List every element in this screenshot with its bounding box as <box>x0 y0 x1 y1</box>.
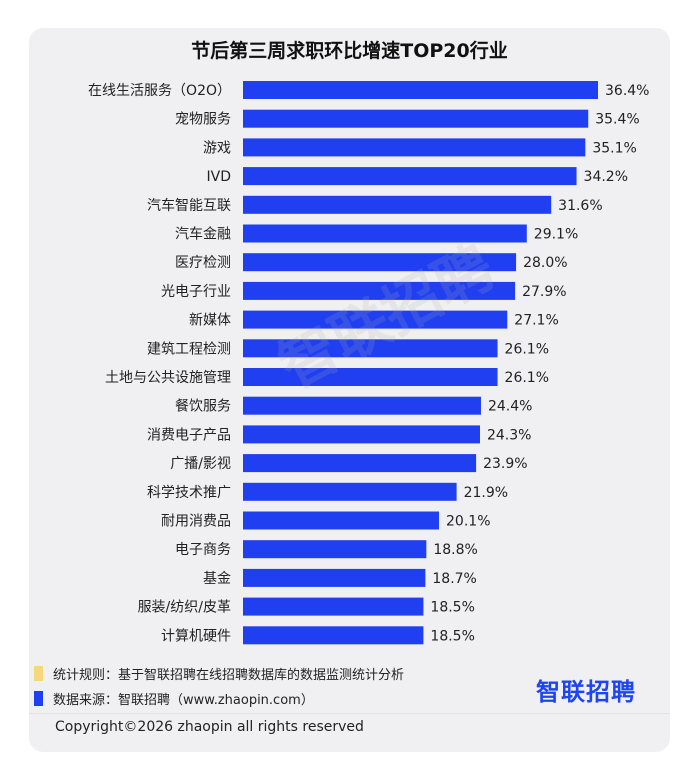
category-label: 新媒体 <box>189 313 231 329</box>
bar <box>243 310 508 329</box>
category-label: 广播/影视 <box>170 456 231 472</box>
category-label: 基金 <box>203 570 231 587</box>
value-label: 27.1% <box>514 313 558 329</box>
copyright-text: Copyright©2026 zhaopin all rights reserv… <box>55 719 364 735</box>
category-label: 土地与公共设施管理 <box>105 370 231 386</box>
bar <box>243 138 586 157</box>
footnote-rule-swatch <box>34 666 43 681</box>
bar <box>243 281 516 300</box>
bar <box>243 597 424 616</box>
value-label: 24.4% <box>488 399 532 415</box>
value-label: 21.9% <box>464 485 508 501</box>
footnote-source-text: 数据来源：智联招聘（www.zhaopin.com） <box>53 693 314 708</box>
bar <box>243 425 480 444</box>
category-label: 电子商务 <box>175 542 231 558</box>
footnote-rule-text: 统计规则：基于智联招聘在线招聘数据库的数据监测统计分析 <box>53 668 405 683</box>
brand-logo: 智联招聘 <box>536 678 636 706</box>
value-label: 26.1% <box>505 370 549 386</box>
value-label: 18.7% <box>432 571 476 587</box>
category-label: 医疗检测 <box>175 255 231 271</box>
category-label: 在线生活服务（O2O） <box>88 83 231 99</box>
category-label: 汽车智能互联 <box>147 197 231 214</box>
value-label: 28.0% <box>523 255 567 271</box>
category-label: 游戏 <box>203 140 231 156</box>
category-label: 科学技术推广 <box>147 485 231 501</box>
category-label: 光电子行业 <box>161 284 231 300</box>
value-label: 20.1% <box>446 514 490 530</box>
value-label: 35.1% <box>592 140 636 156</box>
value-label: 27.9% <box>522 284 566 300</box>
bar <box>243 511 440 530</box>
category-label: 宠物服务 <box>175 112 231 128</box>
footnote-rule: 统计规则：基于智联招聘在线招聘数据库的数据监测统计分析 <box>34 664 404 683</box>
bar <box>243 224 527 243</box>
bar <box>243 368 498 386</box>
category-label: 建筑工程检测 <box>147 341 231 357</box>
value-label: 36.4% <box>605 83 649 99</box>
bar <box>243 626 424 645</box>
bar <box>243 253 517 272</box>
chart-title: 节后第三周求职环比增速TOP20行业 <box>191 40 508 62</box>
category-label: 消费电子产品 <box>147 427 231 443</box>
value-label: 18.8% <box>433 542 477 558</box>
bar <box>243 568 426 587</box>
value-label: 34.2% <box>584 169 628 185</box>
bar <box>243 339 498 358</box>
value-label: 18.5% <box>430 600 474 616</box>
value-label: 35.4% <box>595 112 639 128</box>
bar <box>243 396 481 415</box>
footer-divider <box>29 713 670 714</box>
bar <box>243 482 457 501</box>
bar <box>243 195 552 214</box>
category-label: 汽车金融 <box>175 226 231 243</box>
value-label: 23.9% <box>483 456 527 472</box>
bar <box>243 167 577 186</box>
category-label: IVD <box>207 169 232 185</box>
category-label: 计算机硬件 <box>161 628 231 644</box>
value-label: 31.6% <box>558 198 602 214</box>
value-label: 26.1% <box>505 341 549 357</box>
value-label: 18.5% <box>430 628 474 644</box>
category-label: 餐饮服务 <box>175 399 231 415</box>
bar <box>243 540 427 559</box>
footnote-source-swatch <box>34 691 43 706</box>
bar <box>243 109 589 128</box>
footnote-source: 数据来源：智联招聘（www.zhaopin.com） <box>34 689 314 708</box>
category-label: 耐用消费品 <box>161 514 231 530</box>
category-label: 服装/纺织/皮革 <box>138 600 231 616</box>
bar <box>243 454 477 473</box>
bar <box>243 81 598 99</box>
value-label: 24.3% <box>487 427 531 443</box>
value-label: 29.1% <box>534 227 578 243</box>
